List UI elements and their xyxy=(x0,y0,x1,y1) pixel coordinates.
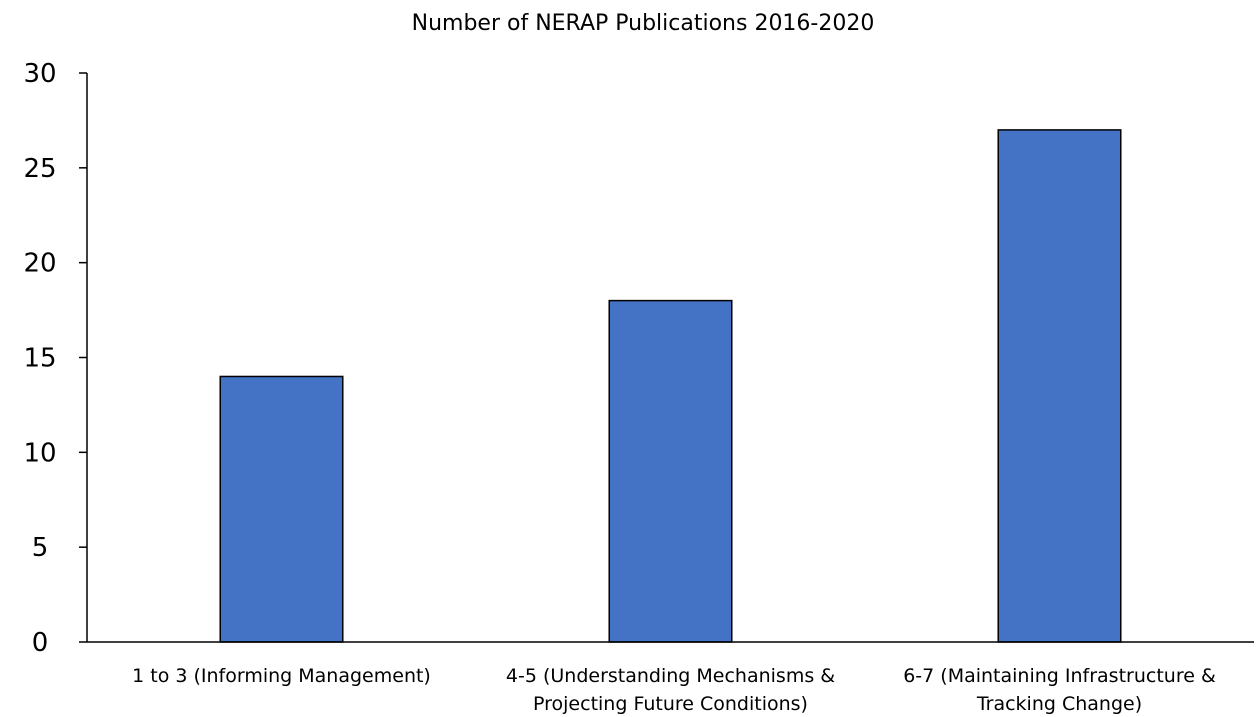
y-tick-label: 25 xyxy=(23,154,56,184)
x-tick-label-line: 6-7 (Maintaining Infrastructure & xyxy=(903,665,1216,687)
x-tick-label-line: Tracking Change) xyxy=(976,693,1142,715)
x-tick-label-line: 4-5 (Understanding Mechanisms & xyxy=(506,665,835,687)
bars xyxy=(219,129,1122,643)
x-axis-labels: 1 to 3 (Informing Management) 4-5 (Unders… xyxy=(132,665,1216,715)
y-tick-label: 10 xyxy=(23,438,56,468)
y-tick-label: 0 xyxy=(32,628,49,658)
x-tick-label: 1 to 3 (Informing Management) xyxy=(132,665,431,687)
y-tick-label: 5 xyxy=(32,533,49,563)
y-tick-label: 30 xyxy=(23,59,56,89)
y-axis-ticks: 0 5 10 15 20 25 30 xyxy=(23,59,87,658)
bar-2 xyxy=(608,299,733,643)
x-tick-label: 6-7 (Maintaining Infrastructure & Trackin… xyxy=(903,665,1216,715)
bar-3 xyxy=(997,129,1122,643)
x-tick-label: 4-5 (Understanding Mechanisms & Projectin… xyxy=(506,665,835,715)
chart-title: Number of NERAP Publications 2016-2020 xyxy=(412,11,875,36)
y-tick-label: 20 xyxy=(23,249,56,279)
x-tick-label-line: Projecting Future Conditions) xyxy=(533,693,808,715)
x-tick-label-line: 1 to 3 (Informing Management) xyxy=(132,665,431,687)
y-tick-label: 15 xyxy=(23,344,56,374)
bar-1 xyxy=(219,375,344,643)
